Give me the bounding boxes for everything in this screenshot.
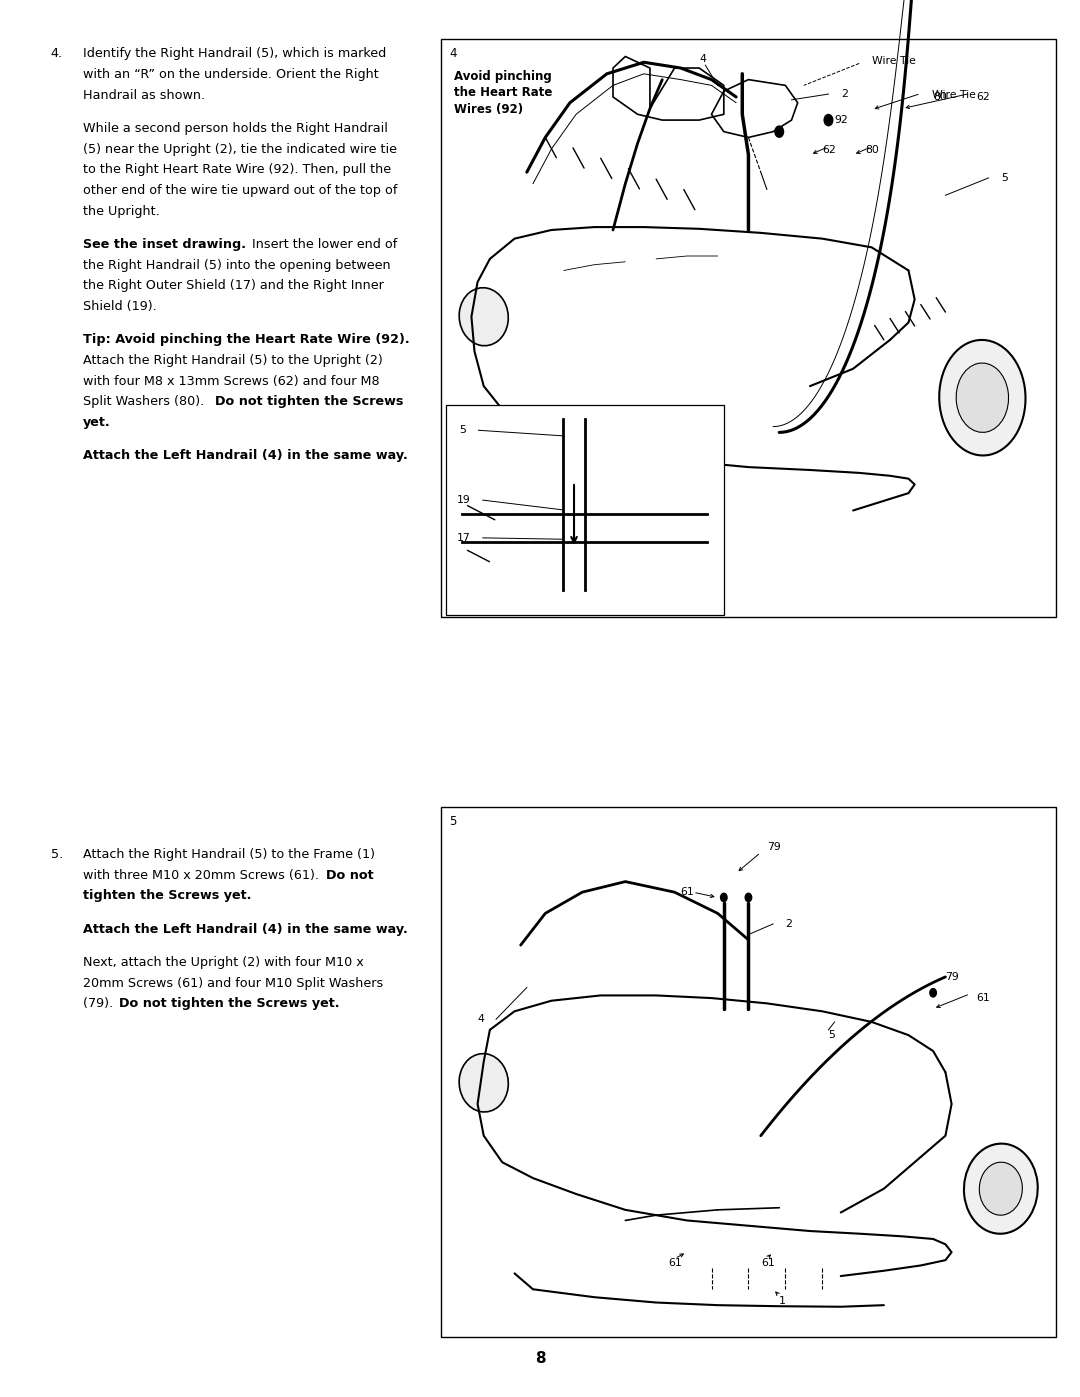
Text: 4.: 4.: [51, 47, 63, 60]
Text: 5: 5: [1001, 173, 1008, 183]
Text: Next, attach the Upright (2) with four M10 x: Next, attach the Upright (2) with four M…: [83, 956, 364, 970]
Text: 1: 1: [780, 1296, 786, 1306]
Bar: [446, 405, 724, 615]
Text: 62: 62: [822, 145, 836, 155]
Text: Wire Tie: Wire Tie: [932, 89, 976, 101]
Text: 61: 61: [669, 1257, 683, 1268]
Text: to the Right Heart Rate Wire (92). Then, pull the: to the Right Heart Rate Wire (92). Then,…: [83, 163, 391, 176]
Text: 20mm Screws (61) and four M10 Split Washers: 20mm Screws (61) and four M10 Split Wash…: [83, 977, 383, 989]
Circle shape: [745, 893, 752, 901]
Text: Handrail as shown.: Handrail as shown.: [83, 89, 205, 102]
Text: 61: 61: [680, 887, 694, 897]
Text: 61: 61: [760, 1257, 774, 1268]
Text: See the inset drawing.: See the inset drawing.: [83, 237, 246, 251]
Ellipse shape: [964, 1144, 1038, 1234]
Text: 5: 5: [449, 814, 457, 828]
Text: 4: 4: [699, 54, 706, 64]
Text: Tip: Avoid pinching the Heart Rate Wire (92).: Tip: Avoid pinching the Heart Rate Wire …: [83, 334, 409, 346]
Circle shape: [775, 126, 784, 137]
Circle shape: [930, 989, 936, 997]
Text: Wire Tie: Wire Tie: [872, 56, 916, 66]
Text: Do not tighten the Screws yet.: Do not tighten the Screws yet.: [119, 997, 339, 1010]
Text: the Right Outer Shield (17) and the Right Inner: the Right Outer Shield (17) and the Righ…: [83, 279, 384, 292]
Text: yet.: yet.: [83, 416, 111, 429]
Text: 80: 80: [865, 145, 879, 155]
Text: Insert the lower end of: Insert the lower end of: [248, 237, 397, 251]
Ellipse shape: [459, 288, 509, 345]
Ellipse shape: [940, 339, 1026, 455]
Text: 4: 4: [449, 46, 457, 60]
Circle shape: [824, 115, 833, 126]
Ellipse shape: [956, 363, 1009, 433]
Text: 5.: 5.: [51, 848, 63, 861]
Text: the Right Handrail (5) into the opening between: the Right Handrail (5) into the opening …: [83, 258, 391, 272]
Text: Identify the Right Handrail (5), which is marked: Identify the Right Handrail (5), which i…: [83, 47, 387, 60]
Text: 80: 80: [933, 92, 947, 102]
Text: with four M8 x 13mm Screws (62) and four M8: with four M8 x 13mm Screws (62) and four…: [83, 374, 380, 388]
Text: 17: 17: [457, 532, 471, 543]
Text: 4: 4: [477, 1014, 485, 1024]
Text: 92: 92: [835, 115, 849, 126]
Text: 79: 79: [767, 842, 781, 852]
Text: 2: 2: [785, 919, 793, 929]
Text: with three M10 x 20mm Screws (61).: with three M10 x 20mm Screws (61).: [83, 869, 323, 882]
Text: (5) near the Upright (2), tie the indicated wire tie: (5) near the Upright (2), tie the indica…: [83, 142, 397, 156]
Text: Attach the Right Handrail (5) to the Frame (1): Attach the Right Handrail (5) to the Fra…: [83, 848, 375, 861]
Text: the Upright.: the Upright.: [83, 205, 160, 218]
Bar: [441, 39, 1056, 617]
Text: other end of the wire tie upward out of the top of: other end of the wire tie upward out of …: [83, 184, 397, 197]
Circle shape: [720, 893, 727, 901]
Text: 61: 61: [976, 993, 990, 1003]
Text: 62: 62: [976, 92, 990, 102]
Ellipse shape: [980, 1162, 1023, 1215]
Text: Avoid pinching
the Heart Rate
Wires (92): Avoid pinching the Heart Rate Wires (92): [454, 70, 552, 116]
Text: 2: 2: [840, 89, 848, 99]
Bar: [441, 807, 1056, 1337]
Text: Split Washers (80).: Split Washers (80).: [83, 395, 208, 408]
Text: (79).: (79).: [83, 997, 118, 1010]
Text: 5: 5: [828, 1030, 835, 1041]
Text: Shield (19).: Shield (19).: [83, 300, 157, 313]
Text: 79: 79: [945, 972, 959, 982]
Text: 19: 19: [457, 495, 471, 506]
Text: Attach the Left Handrail (4) in the same way.: Attach the Left Handrail (4) in the same…: [83, 450, 408, 462]
Text: 5: 5: [459, 425, 465, 436]
Text: tighten the Screws yet.: tighten the Screws yet.: [83, 890, 252, 902]
Text: Attach the Right Handrail (5) to the Upright (2): Attach the Right Handrail (5) to the Upr…: [83, 353, 383, 367]
Text: Attach the Left Handrail (4) in the same way.: Attach the Left Handrail (4) in the same…: [83, 922, 408, 936]
Ellipse shape: [459, 1053, 509, 1112]
Text: Do not: Do not: [326, 869, 374, 882]
Text: 8: 8: [535, 1351, 545, 1366]
Text: Do not tighten the Screws: Do not tighten the Screws: [215, 395, 403, 408]
Text: While a second person holds the Right Handrail: While a second person holds the Right Ha…: [83, 122, 388, 136]
Text: with an “R” on the underside. Orient the Right: with an “R” on the underside. Orient the…: [83, 68, 379, 81]
